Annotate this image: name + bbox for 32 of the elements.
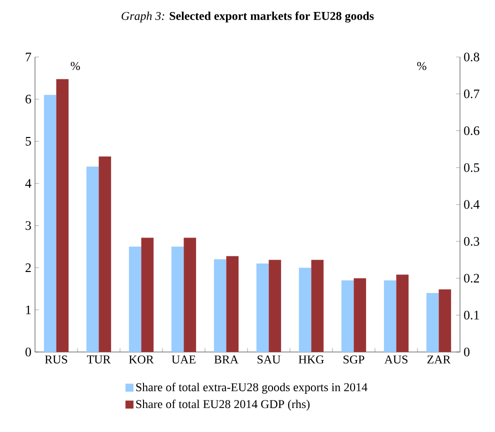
x-tick-label: BRA xyxy=(214,356,238,364)
x-tick-label: AUS xyxy=(384,356,408,364)
x-tick-label: UAE xyxy=(172,356,196,364)
x-tick-label: ZAR xyxy=(427,356,451,364)
y-tick-label: 0 xyxy=(26,348,31,356)
y-tick-label: 2 xyxy=(26,263,31,272)
legend-label: Share of total extra-EU28 goods exports in 2014 xyxy=(136,382,368,394)
y2-tick-label: 0.3 xyxy=(464,236,480,246)
x-tick-label: HKG xyxy=(298,356,324,364)
y2-tick-label: 0.6 xyxy=(464,126,480,136)
y-tick-label: 7 xyxy=(26,52,32,62)
x-tick-label: SGP xyxy=(344,356,364,364)
x-tick-label: TUR xyxy=(87,356,111,364)
x-tick-label: SAU xyxy=(258,356,280,364)
legend-label: Share of total EU28 2014 GDP (rhs) xyxy=(136,400,310,411)
y-axis-title: % xyxy=(70,62,80,70)
y-tick-label: 3 xyxy=(26,221,31,230)
y-tick-label: 1 xyxy=(26,306,31,314)
y2-tick-label: 0.5 xyxy=(464,163,480,172)
y2-tick-label: 0.4 xyxy=(464,200,480,209)
chart-title: Graph 3: Selected export markets for EU28 goods xyxy=(122,11,374,23)
y2-tick-label: 0.8 xyxy=(464,52,480,62)
y-tick-label: 4 xyxy=(25,179,32,188)
y2-tick-label: 0.2 xyxy=(464,274,479,283)
y2-tick-label: 0.1 xyxy=(464,310,479,320)
y2-tick-label: 0 xyxy=(464,348,470,356)
y-tick-label: 5 xyxy=(26,136,31,146)
y2-tick-label: 0.7 xyxy=(464,89,480,98)
y-tick-label: 6 xyxy=(26,94,32,104)
x-tick-label: RUS xyxy=(44,356,68,364)
x-tick-label: KOR xyxy=(128,356,154,364)
y2-axis-title: % xyxy=(417,62,426,70)
